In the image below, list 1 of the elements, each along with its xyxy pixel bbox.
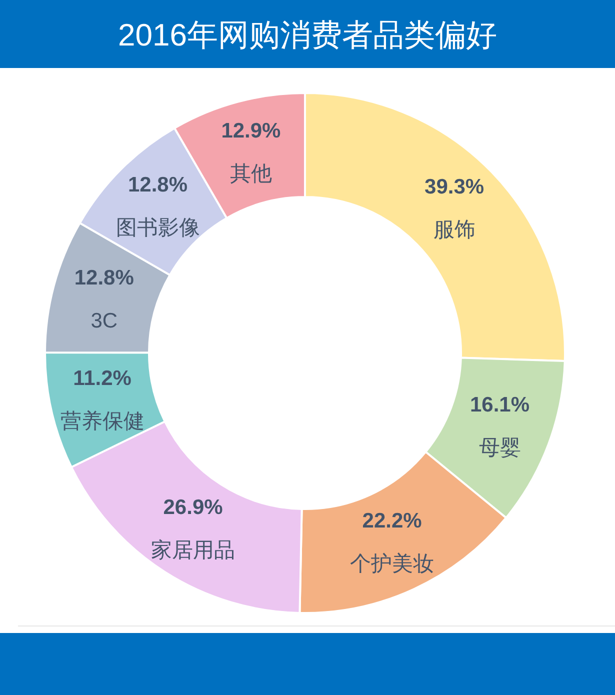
title: 2016年网购消费者品类偏好 [118, 18, 497, 52]
